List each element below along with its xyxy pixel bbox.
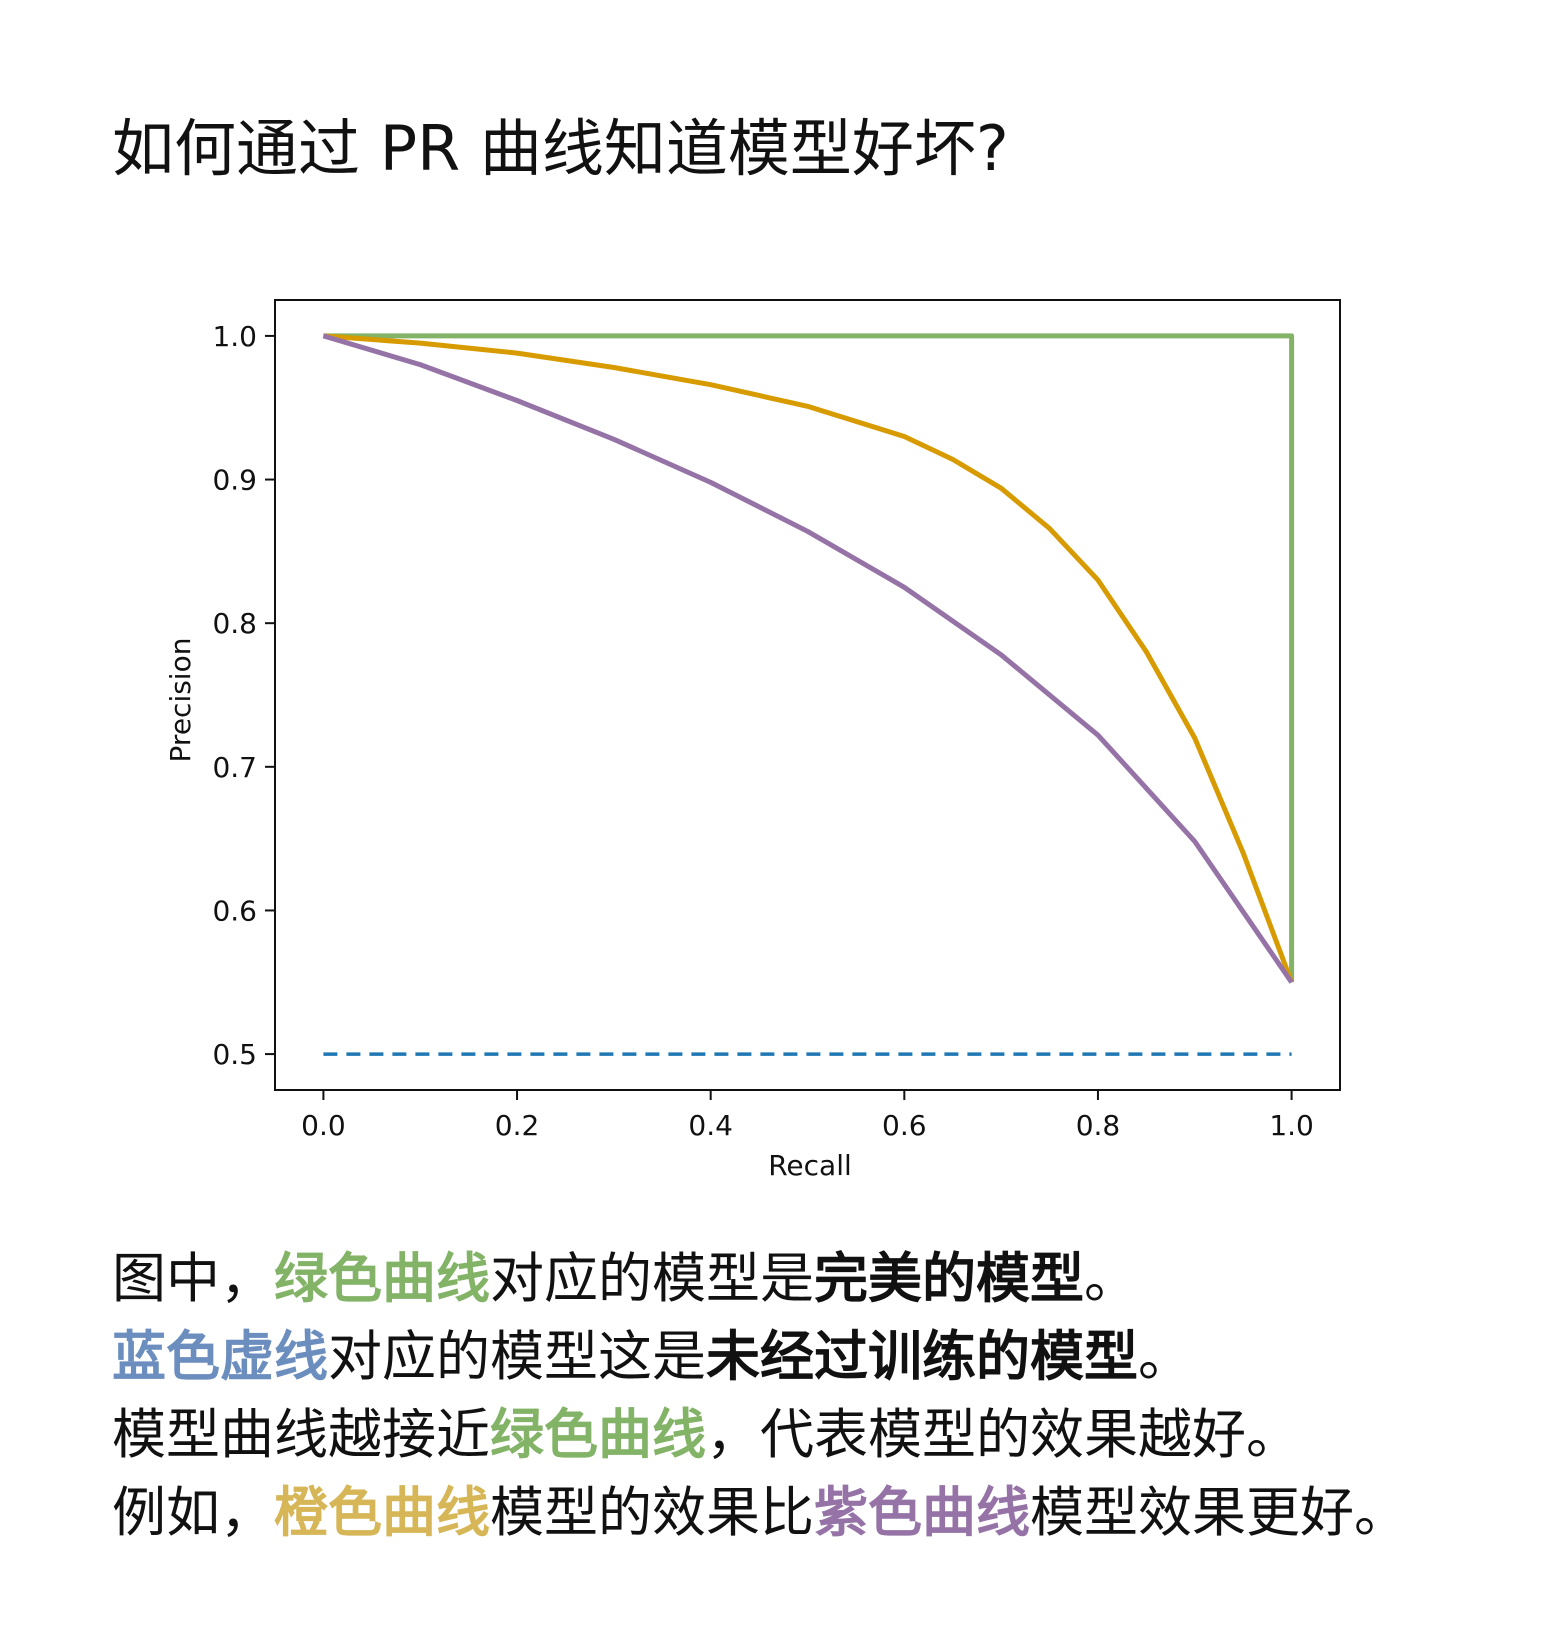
text-segment: 模型效果更好。 <box>1030 1481 1408 1544</box>
blue-dashed-highlight: 蓝色虚线 <box>112 1325 328 1388</box>
explanation-line-3: 模型曲线越接近绿色曲线，代表模型的效果越好。 <box>112 1396 1532 1474</box>
explanation-line-1: 图中，绿色曲线对应的模型是完美的模型。 <box>112 1240 1532 1318</box>
text-segment: 模型曲线越接近 <box>112 1403 490 1466</box>
text-segment: ，代表模型的效果越好。 <box>706 1403 1300 1466</box>
x-tick-label: 0.4 <box>688 1109 733 1142</box>
text-segment: 对应的模型是 <box>490 1247 814 1310</box>
text-segment: 模型的效果比 <box>490 1481 814 1544</box>
x-tick-label: 0.8 <box>1076 1109 1121 1142</box>
y-axis-ticks: 0.5 0.6 0.7 0.8 0.9 1.0 <box>212 320 275 1071</box>
x-tick-label: 0.2 <box>495 1109 540 1142</box>
x-axis-label: Recall <box>768 1149 852 1182</box>
text-segment: 图中， <box>112 1247 274 1310</box>
explanation-line-2: 蓝色虚线对应的模型这是未经过训练的模型。 <box>112 1318 1532 1396</box>
series-line-2 <box>323 333 1294 984</box>
text-segment: 。 <box>1084 1247 1138 1310</box>
text-segment: 对应的模型这是 <box>328 1325 706 1388</box>
y-tick-label: 1.0 <box>212 320 257 353</box>
text-segment: 例如， <box>112 1481 274 1544</box>
series-line-3 <box>322 333 1294 984</box>
page-title: 如何通过 PR 曲线知道模型好坏? <box>112 112 1009 185</box>
y-tick-label: 0.8 <box>212 607 257 640</box>
text-segment: 。 <box>1138 1325 1192 1388</box>
x-tick-label: 0.6 <box>882 1109 927 1142</box>
x-axis-ticks: 0.0 0.2 0.4 0.6 0.8 1.0 <box>301 1090 1314 1142</box>
y-tick-label: 0.7 <box>212 751 257 784</box>
perfect-model-emphasis: 完美的模型 <box>814 1247 1084 1310</box>
untrained-model-emphasis: 未经过训练的模型 <box>706 1325 1138 1388</box>
x-tick-label: 1.0 <box>1269 1109 1314 1142</box>
y-axis-label: Precision <box>164 638 197 763</box>
x-tick-label: 0.0 <box>301 1109 346 1142</box>
explanation-line-4: 例如，橙色曲线模型的效果比紫色曲线模型效果更好。 <box>112 1474 1532 1552</box>
green-curve-highlight: 绿色曲线 <box>490 1403 706 1466</box>
y-tick-label: 0.6 <box>212 894 257 927</box>
green-curve-highlight: 绿色曲线 <box>274 1247 490 1310</box>
series-line-1 <box>323 333 1295 983</box>
y-tick-label: 0.9 <box>212 464 257 497</box>
series-layer <box>322 333 1295 1056</box>
plot-frame <box>274 299 1341 1091</box>
pr-curve-chart: 0.0 0.2 0.4 0.6 0.8 1.0 0.5 0.6 0.7 0.8 0.9 1.0 Re… <box>164 299 1341 1182</box>
y-tick-label: 0.5 <box>212 1038 257 1071</box>
orange-curve-highlight: 橙色曲线 <box>274 1481 490 1544</box>
explanation-text: 图中，绿色曲线对应的模型是完美的模型。 蓝色虚线对应的模型这是未经过训练的模型。… <box>112 1240 1532 1552</box>
purple-curve-highlight: 紫色曲线 <box>814 1481 1030 1544</box>
